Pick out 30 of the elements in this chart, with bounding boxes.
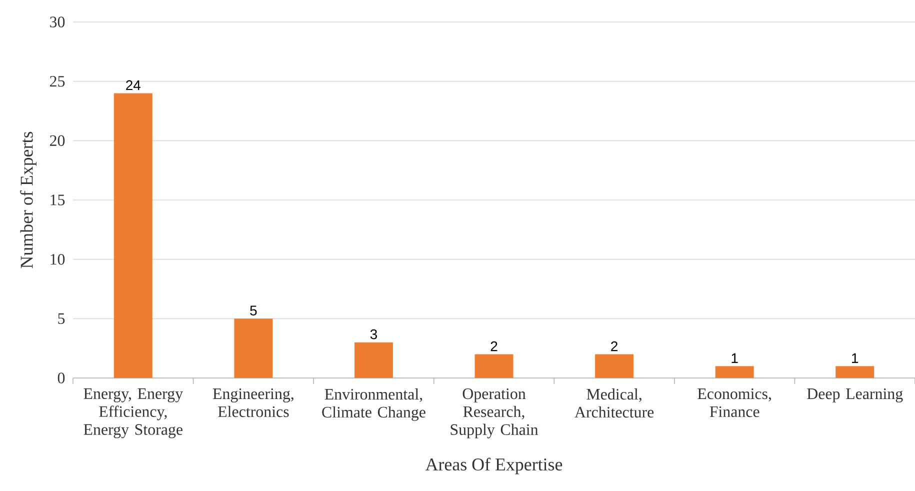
x-axis-title: Areas Of Expertise xyxy=(425,458,562,474)
data-label: 1 xyxy=(732,353,738,363)
bar xyxy=(836,366,874,378)
x-tick-label: Environmental, Climate Change xyxy=(322,388,426,421)
bar xyxy=(234,318,273,378)
x-tick-label: Deep Learning xyxy=(807,388,903,402)
data-label: 3 xyxy=(370,329,377,340)
x-tick-label: Energy, Energy Efficiency, Energy Storage xyxy=(84,388,183,438)
y-tick-label: 15 xyxy=(50,194,65,206)
y-tick-label: 5 xyxy=(58,313,65,324)
bar xyxy=(715,366,754,378)
data-label: 24 xyxy=(126,80,140,90)
x-tick-label: Engineering, Electronics xyxy=(212,388,294,418)
y-tick-label: 20 xyxy=(50,135,65,146)
data-label: 5 xyxy=(250,306,257,316)
bar xyxy=(354,342,393,378)
bar xyxy=(595,354,634,378)
x-tick-label: Operation Research, Supply Chain xyxy=(450,388,538,438)
data-label: 2 xyxy=(490,341,498,352)
y-tick-label: 0 xyxy=(58,372,65,384)
x-tick-label: Medical, Architecture xyxy=(574,388,654,418)
y-tick-label: 25 xyxy=(50,76,65,87)
y-tick-label: 10 xyxy=(50,254,65,265)
bar xyxy=(114,93,152,378)
y-axis-title: Number of Experts xyxy=(20,132,36,268)
data-label: 2 xyxy=(611,341,618,352)
y-tick-label: 30 xyxy=(50,16,65,28)
data-label: 1 xyxy=(852,353,858,363)
bar xyxy=(474,354,514,378)
x-tick-label: Economics, Finance xyxy=(698,388,771,418)
